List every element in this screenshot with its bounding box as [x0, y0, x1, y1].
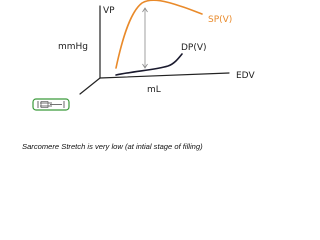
z-axis — [79, 77, 101, 95]
whiteboard: VP mmHg EDV mL SP(V) DP(V) Sarcomere Str… — [22, 0, 255, 151]
axes — [79, 5, 230, 95]
diastolic-curve — [115, 53, 183, 76]
lower-curve-label: DP(V) — [181, 43, 207, 53]
x-axis — [99, 72, 230, 79]
x-axis-label: EDV — [236, 71, 255, 81]
pressure-difference-arrow — [142, 7, 148, 69]
upper-curve-label: SP(V) — [208, 15, 232, 25]
y-axis-unit: mmHg — [58, 42, 88, 52]
x-axis-unit: mL — [147, 85, 161, 95]
y-axis-label: VP — [103, 6, 115, 16]
page: {"diagram": { "y_axis_label": "VP", "y_a… — [22, 0, 256, 151]
systolic-curve — [115, 0, 203, 69]
caption: Sarcomere Stretch is very low (at intial… — [22, 142, 203, 151]
sarcomere-icon — [32, 98, 70, 111]
